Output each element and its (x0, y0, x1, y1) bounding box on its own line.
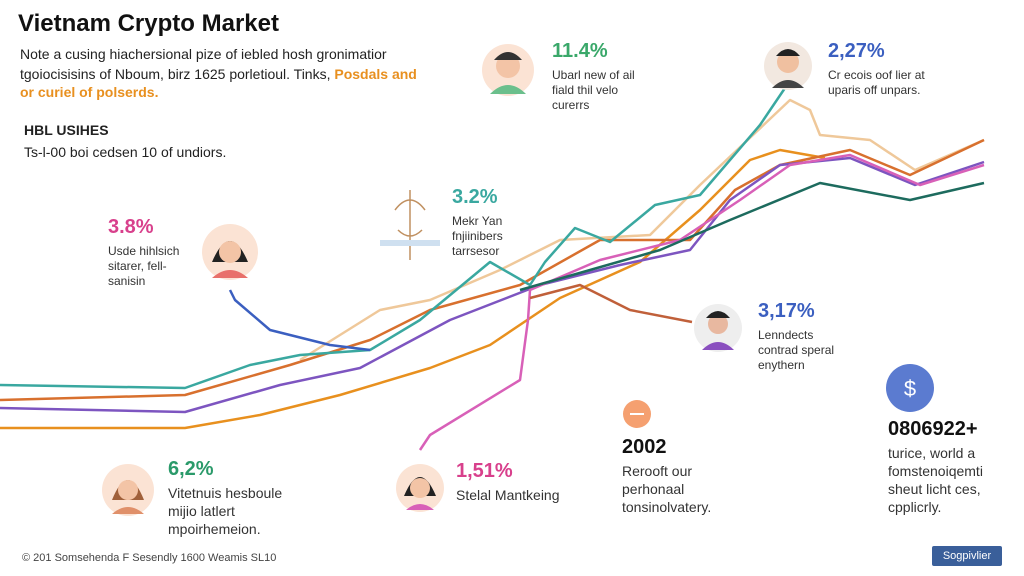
note: tgoiocisisins of Nboum, birz 1625 porlet… (20, 66, 417, 82)
callout-text: uparis off unpars. (828, 83, 921, 97)
line-orange (0, 148, 826, 430)
callout-text: sanisin (108, 274, 146, 288)
svg-text:$: $ (904, 376, 916, 401)
callout-text: Vitetnuis hesboule (168, 485, 283, 501)
title: Vietnam Crypto Market (18, 10, 279, 37)
callout-text: tarrsesor (452, 244, 500, 258)
callout-value: 2002 (622, 436, 667, 458)
callout-value: 6,2% (168, 458, 214, 480)
callout-text: turice, world a (888, 445, 976, 461)
avatar (482, 44, 534, 96)
callout-text: sheut licht ces, (888, 481, 981, 497)
callout-text: sitarer, fell- (108, 259, 167, 273)
section-heading: HBL USIHES (24, 122, 109, 138)
callout-text: Cr ecois oof lier at (828, 68, 925, 82)
callout-text: Ubarl new of ail (552, 68, 635, 82)
callout-text: Lenndects (758, 328, 814, 342)
line-brown (529, 283, 693, 324)
section-text: Ts-l-00 boi cedsen 10 of undiors. (24, 144, 227, 160)
callout-text: tonsinolvatery. (622, 499, 712, 515)
note: tgoiocisisins of Nboum, birz 1625 porlet… (20, 66, 331, 82)
callout-value: 3.8% (108, 216, 154, 238)
callout-value: 1,51% (456, 460, 513, 482)
icon (623, 400, 651, 428)
callout-value: 11.4% (552, 40, 608, 62)
callout-value: 0806922+ (888, 418, 978, 440)
callout-text: curerrs (552, 98, 590, 112)
avatar (202, 224, 258, 280)
button[interactable]: Sogpivlier (932, 546, 1002, 566)
dollar-icon: $ (886, 364, 934, 412)
note: Note a cusing hiachersional pize of iebl… (20, 46, 387, 62)
callout-value: 3.2% (452, 186, 498, 208)
line-teal (0, 87, 787, 390)
avatar (102, 464, 154, 516)
callout-text: Usde hihlsich (108, 244, 180, 258)
callout-text: fiald thil velo (552, 83, 619, 97)
highlight: or curiel of polserds. (20, 84, 159, 100)
callout-text: enythern (758, 358, 805, 372)
line-green (519, 181, 985, 292)
callout-text: contrad speral (758, 343, 835, 357)
avatar (694, 304, 742, 352)
callout-value: 2,27% (828, 40, 885, 62)
line-pink (418, 153, 985, 451)
callout-text: cpplicrly. (888, 499, 942, 515)
trophy-icon (380, 190, 440, 260)
avatar (764, 42, 812, 90)
avatar (396, 464, 444, 512)
callout-text: fomstenoiqemti (888, 463, 983, 479)
line-beige (299, 98, 985, 362)
line-purple (0, 156, 985, 414)
line-dark-orange (0, 138, 985, 402)
line-blue (228, 289, 371, 352)
callout-text: Stelal Mantkeing (456, 487, 560, 503)
callout-text: Rerooft our (622, 463, 693, 479)
callout-text: mijio latlert (168, 503, 235, 519)
callout-value: 3,17% (758, 300, 815, 322)
callout-text: fnjiinibers (452, 229, 503, 243)
callout-text: perhonaal (622, 481, 685, 497)
callout-text: mpoirhemeion. (168, 521, 261, 537)
footer: © 201 Somsehenda F Sesendly 1600 Weamis … (22, 552, 277, 564)
callout-text: Mekr Yan (452, 214, 503, 228)
highlight: Posdals and (334, 66, 417, 82)
